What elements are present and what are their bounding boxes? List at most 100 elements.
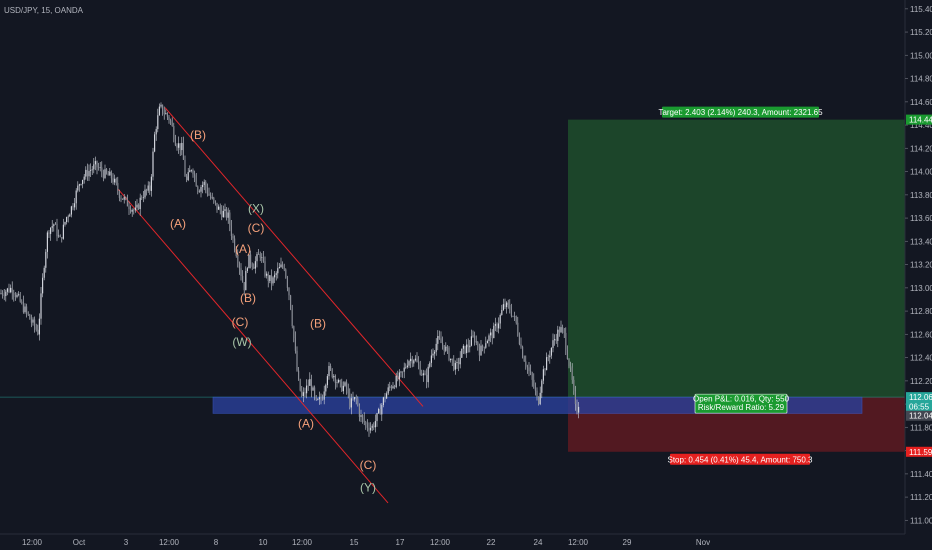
target-zone xyxy=(568,119,905,398)
pnl-label: Open P&L: 0.016, Qty: 550 xyxy=(693,395,790,404)
candle-body xyxy=(552,340,554,348)
candle-body xyxy=(491,332,493,339)
candle-body xyxy=(437,335,439,344)
candle-body xyxy=(45,251,47,268)
candle-body xyxy=(130,209,132,212)
candle-body xyxy=(541,380,543,393)
candle-body xyxy=(254,261,256,269)
candle-body xyxy=(38,318,40,335)
candle-body xyxy=(208,193,210,196)
candle-body xyxy=(384,397,386,399)
candle-body xyxy=(310,379,312,391)
candle-body xyxy=(64,222,66,225)
price-axis-background xyxy=(905,0,932,550)
candle-body xyxy=(256,254,258,262)
candle-body xyxy=(302,392,304,396)
candle-body xyxy=(389,386,391,388)
candle-body xyxy=(234,238,236,250)
candle-body xyxy=(275,273,277,275)
candle-body xyxy=(229,212,231,226)
candle-body xyxy=(435,343,437,352)
x-tick-label: 22 xyxy=(487,538,496,547)
wave-label: (C) xyxy=(232,315,249,329)
candle-body xyxy=(378,409,380,414)
wave-label: (X) xyxy=(248,201,264,215)
candle-body xyxy=(131,210,133,212)
candle-body xyxy=(101,167,103,173)
candle-body xyxy=(211,197,213,199)
candle-body xyxy=(454,363,456,370)
candle-body xyxy=(123,197,125,200)
candle-body xyxy=(464,345,466,354)
candle-body xyxy=(574,391,576,404)
candle-body xyxy=(195,175,197,187)
candle-body xyxy=(110,171,112,179)
candle-body xyxy=(189,170,191,173)
candle-body xyxy=(374,421,376,428)
candle-body xyxy=(493,325,495,339)
candle-body xyxy=(294,338,296,351)
y-tick-label: 114.600 xyxy=(910,98,932,107)
candle-body xyxy=(139,197,141,210)
candle-body xyxy=(43,267,45,278)
y-tick-label: 115.400 xyxy=(910,5,932,14)
candle-body xyxy=(6,288,8,292)
y-tick-label: 113.600 xyxy=(910,214,932,223)
candle-body xyxy=(451,358,453,360)
candle-body xyxy=(392,386,394,389)
x-tick-label: 8 xyxy=(214,538,219,547)
candle-body xyxy=(470,336,472,346)
candle-body xyxy=(221,210,223,218)
candle-body xyxy=(501,309,503,315)
x-tick-label: 10 xyxy=(259,538,268,547)
candle-body xyxy=(27,312,29,315)
candle-body xyxy=(557,329,559,341)
candle-body xyxy=(277,268,279,274)
candle-body xyxy=(486,340,488,344)
x-tick-label: 15 xyxy=(350,538,359,547)
candle-body xyxy=(149,185,151,191)
candle-body xyxy=(62,224,64,239)
candle-body xyxy=(403,367,405,372)
candle-body xyxy=(458,362,460,365)
candle-body xyxy=(227,212,229,218)
price-tag-box xyxy=(906,392,932,403)
candle-body xyxy=(91,169,93,171)
y-tick-label: 114.400 xyxy=(910,121,932,130)
candle-body xyxy=(338,380,340,383)
candle-body xyxy=(93,164,95,170)
candle-body xyxy=(35,326,37,330)
candle-body xyxy=(410,358,412,362)
candle-body xyxy=(165,113,167,115)
candle-body xyxy=(29,314,31,320)
candle-body xyxy=(146,189,148,191)
candle-body xyxy=(440,338,442,343)
candle-body xyxy=(40,293,42,319)
candle-body xyxy=(243,282,245,291)
candle-body xyxy=(395,375,397,388)
candle-body xyxy=(155,129,157,135)
candle-body xyxy=(563,329,565,333)
candle-body xyxy=(157,115,159,130)
candle-body xyxy=(48,232,50,234)
candle-body xyxy=(554,339,556,341)
candle-body xyxy=(67,216,69,218)
candle-body xyxy=(408,361,410,366)
candle-body xyxy=(565,332,567,350)
pnl-box xyxy=(694,393,788,414)
candle-body xyxy=(424,373,426,375)
candle-body xyxy=(210,195,212,199)
price-tag-box xyxy=(906,401,932,412)
candle-body xyxy=(330,366,332,369)
candle-body xyxy=(261,257,263,258)
candle-body xyxy=(488,335,490,341)
candle-body xyxy=(419,365,421,375)
y-tick-label: 114.200 xyxy=(910,144,932,153)
candle-body xyxy=(117,183,119,191)
price-tag-box xyxy=(906,410,932,421)
y-tick-label: 112.200 xyxy=(910,377,932,386)
candle-body xyxy=(253,266,255,269)
candle-body xyxy=(107,173,109,176)
candle-body xyxy=(160,104,162,107)
